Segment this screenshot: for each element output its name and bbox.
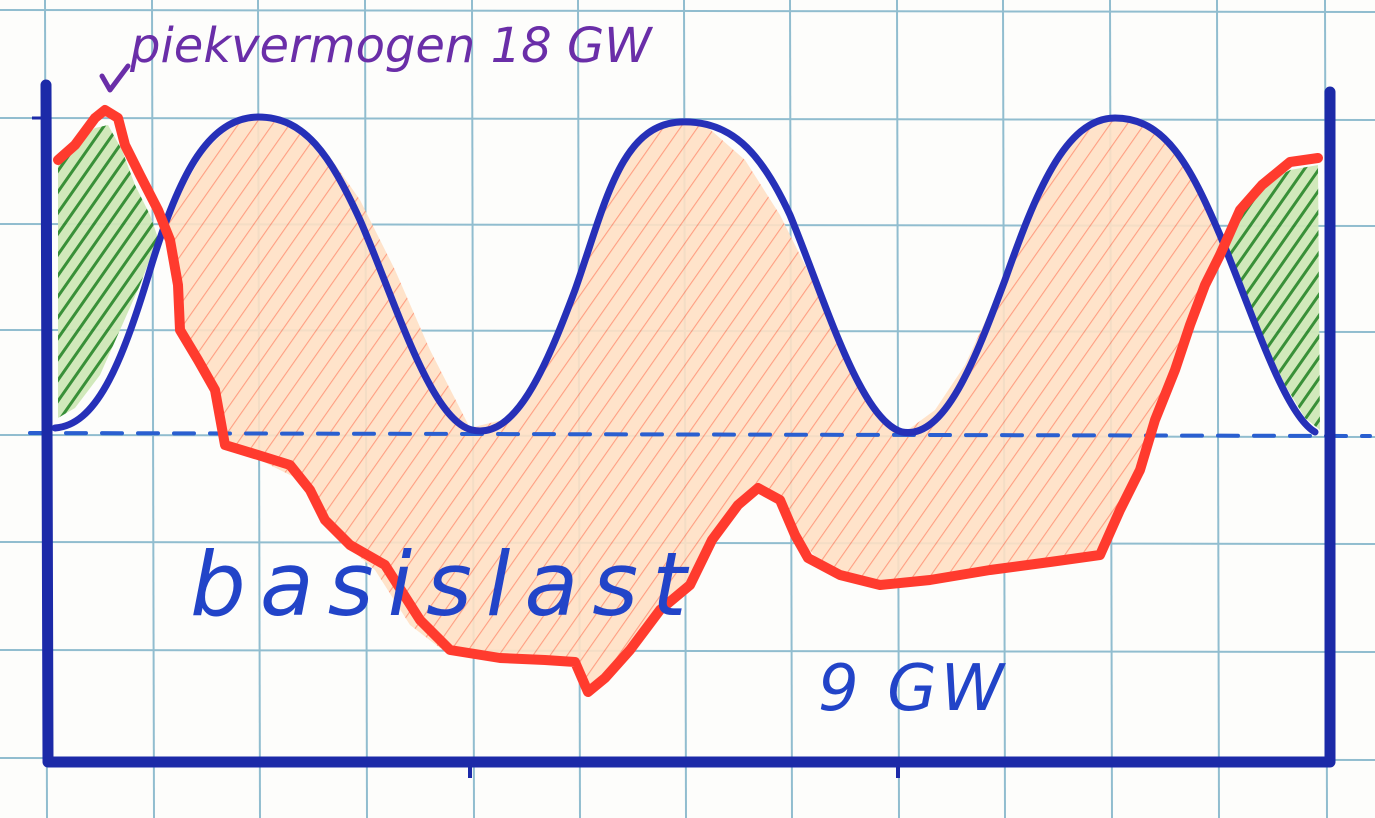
peak-capacity-label: piekvermogen 18 GW bbox=[129, 18, 653, 74]
surplus-area-left bbox=[58, 125, 158, 418]
grid-line-vertical bbox=[471, 0, 475, 818]
grid-line-vertical bbox=[1216, 0, 1220, 818]
grid-line-horizontal bbox=[0, 9, 1375, 13]
check-mark-icon bbox=[99, 63, 131, 93]
demand-gap-area bbox=[165, 117, 1228, 688]
grid-line-horizontal bbox=[0, 649, 1375, 653]
chart-axes bbox=[40, 79, 1336, 768]
supply-curve bbox=[51, 113, 1319, 436]
base-load-label: basislast bbox=[190, 533, 701, 636]
grid-line-vertical bbox=[896, 0, 900, 818]
base-load-value: 9 GW bbox=[818, 652, 1008, 726]
demand-curve bbox=[53, 105, 1323, 697]
surplus-area-right bbox=[1228, 165, 1320, 430]
grid-line-vertical bbox=[151, 0, 155, 818]
